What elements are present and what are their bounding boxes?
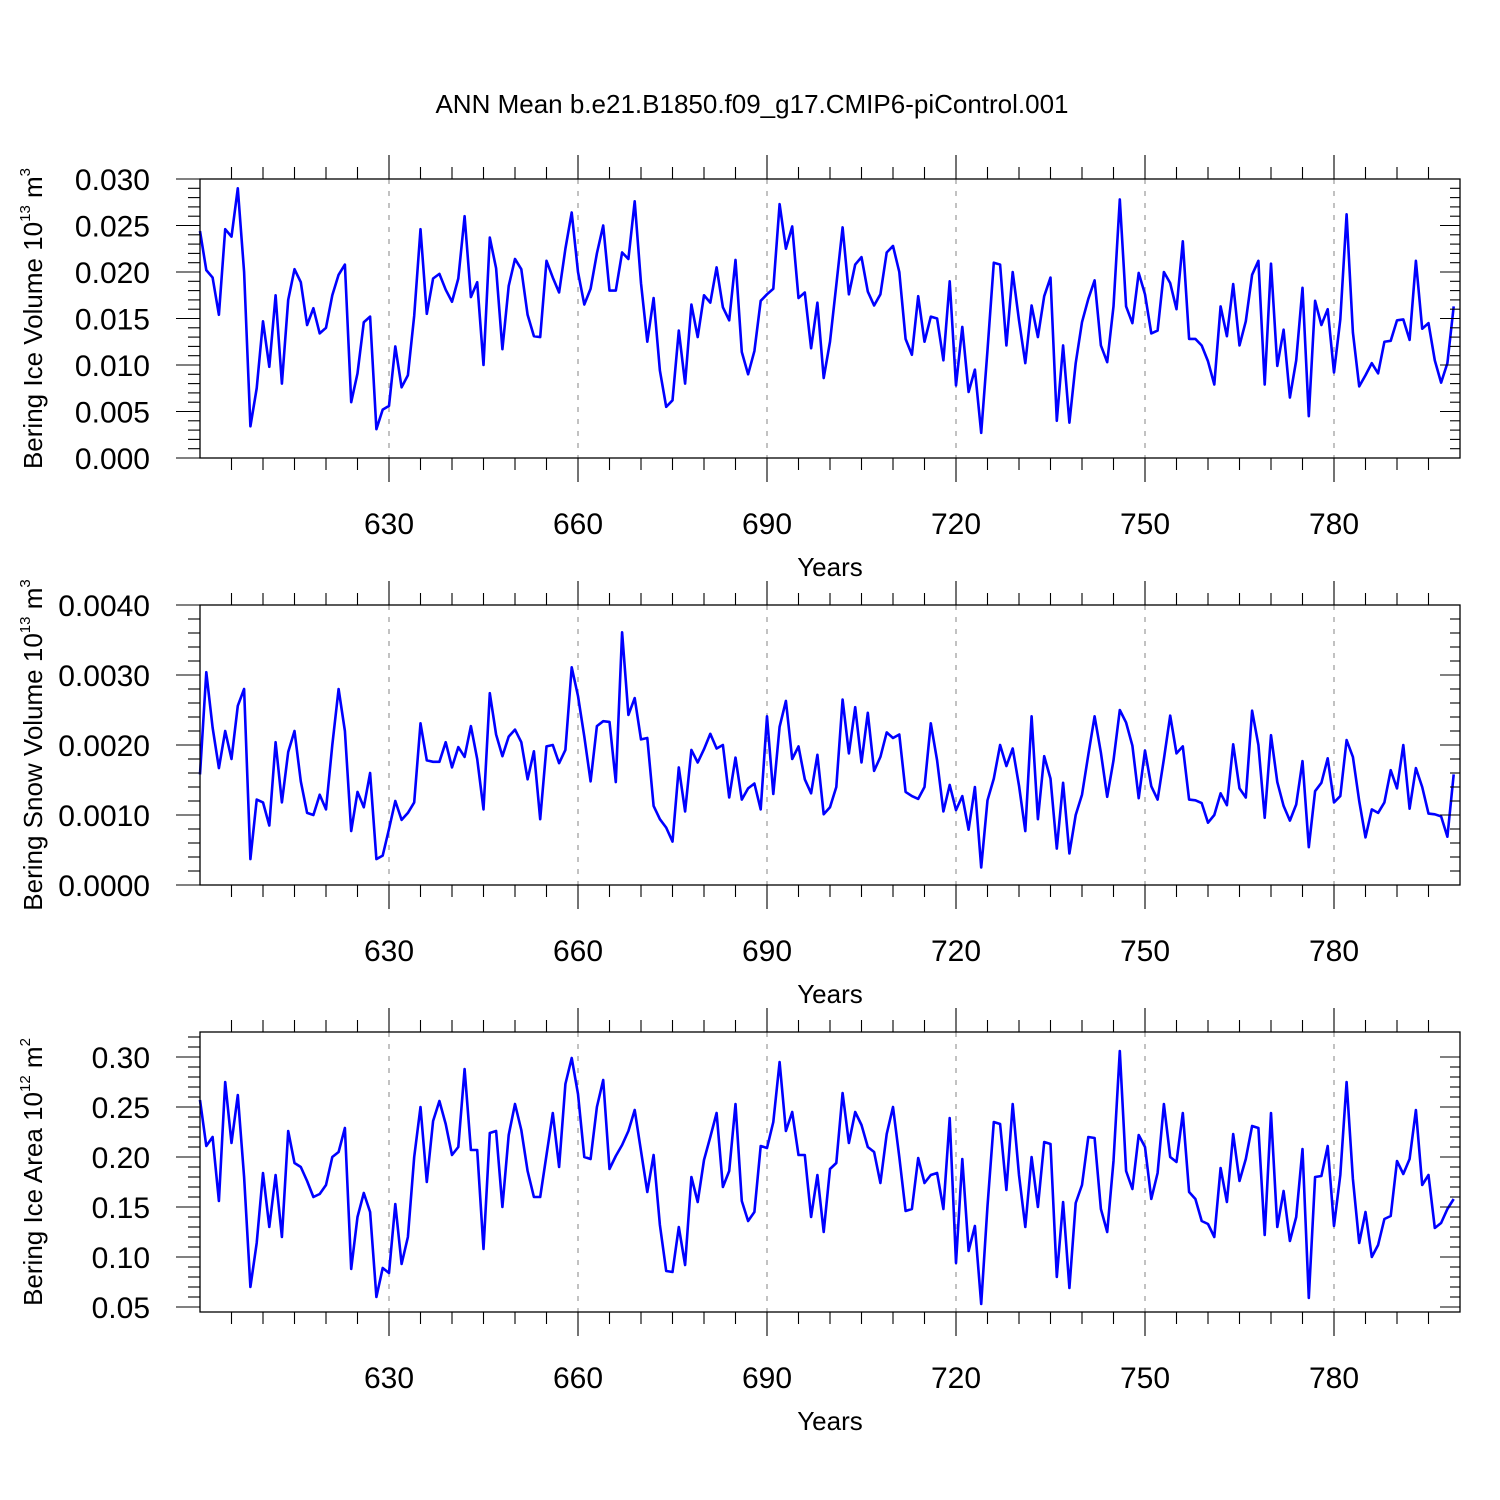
y-tick-label: 0.20 [92, 1142, 150, 1175]
x-tick-label: 630 [364, 935, 414, 968]
y-tick-label: 0.005 [75, 397, 150, 430]
y-tick-label: 0.0030 [58, 660, 150, 693]
x-tick-label: 750 [1120, 508, 1170, 541]
x-tick-label: 780 [1309, 935, 1359, 968]
x-tick-label: 750 [1120, 935, 1170, 968]
x-tick-label: 750 [1120, 1362, 1170, 1395]
y-tick-label: 0.000 [75, 443, 150, 476]
y-tick-label: 0.030 [75, 164, 150, 197]
y-tick-label: 0.010 [75, 350, 150, 383]
x-tick-label: 720 [931, 935, 981, 968]
x-tick-label: 690 [742, 935, 792, 968]
y-tick-label: 0.25 [92, 1092, 150, 1125]
panel-ice-volume: 630 660 690 720 750 780 Years 0.000 0.005 0.010 0.… [17, 155, 1461, 582]
y-tick-label: 0.15 [92, 1192, 150, 1225]
x-tick-label: 720 [931, 1362, 981, 1395]
y-tick-label: 0.0020 [58, 730, 150, 763]
y-axis-label: Bering Snow Volume 1013 m3 [17, 579, 48, 910]
y-tick-label: 0.10 [92, 1242, 150, 1275]
panel-ice-area: 630 660 690 720 750 780 Years 0.05 0.10 0.15 0.20 0… [17, 1008, 1461, 1436]
plot-frame [199, 178, 1461, 459]
x-tick-label: 630 [364, 508, 414, 541]
y-axis-label: Bering Ice Volume 1013 m3 [17, 168, 48, 469]
y-tick-label: 0.0000 [58, 870, 150, 903]
series-line [198, 630, 1455, 869]
panel-snow-volume: 630 660 690 720 750 780 Years 0.0000 0.0010 0.002… [17, 579, 1461, 1009]
x-tick-label: 780 [1309, 508, 1359, 541]
x-axis-label: Years [797, 552, 863, 582]
y-tick-label: 0.0040 [58, 590, 150, 623]
x-tick-label: 780 [1309, 1362, 1359, 1395]
x-tick-label: 660 [553, 508, 603, 541]
figure-title: ANN Mean b.e21.B1850.f09_g17.CMIP6-piCon… [435, 89, 1068, 119]
y-tick-label: 0.30 [92, 1042, 150, 1075]
x-tick-label: 720 [931, 508, 981, 541]
series-line [198, 187, 1455, 435]
y-tick-label: 0.020 [75, 257, 150, 290]
panels: 630 660 690 720 750 780 Years 0.000 0.005 0.010 0.… [17, 155, 1461, 1436]
x-tick-label: 660 [553, 935, 603, 968]
x-tick-label: 690 [742, 508, 792, 541]
y-tick-label: 0.05 [92, 1292, 150, 1325]
x-axis-label: Years [797, 1406, 863, 1436]
y-axis-label: Bering Ice Area 1012 m2 [17, 1038, 48, 1306]
x-tick-label: 660 [553, 1362, 603, 1395]
y-tick-label: 0.025 [75, 211, 150, 244]
x-axis-label: Years [797, 979, 863, 1009]
series-line [198, 1049, 1455, 1306]
x-tick-label: 690 [742, 1362, 792, 1395]
x-tick-label: 630 [364, 1362, 414, 1395]
y-tick-label: 0.0010 [58, 800, 150, 833]
y-tick-label: 0.015 [75, 304, 150, 337]
